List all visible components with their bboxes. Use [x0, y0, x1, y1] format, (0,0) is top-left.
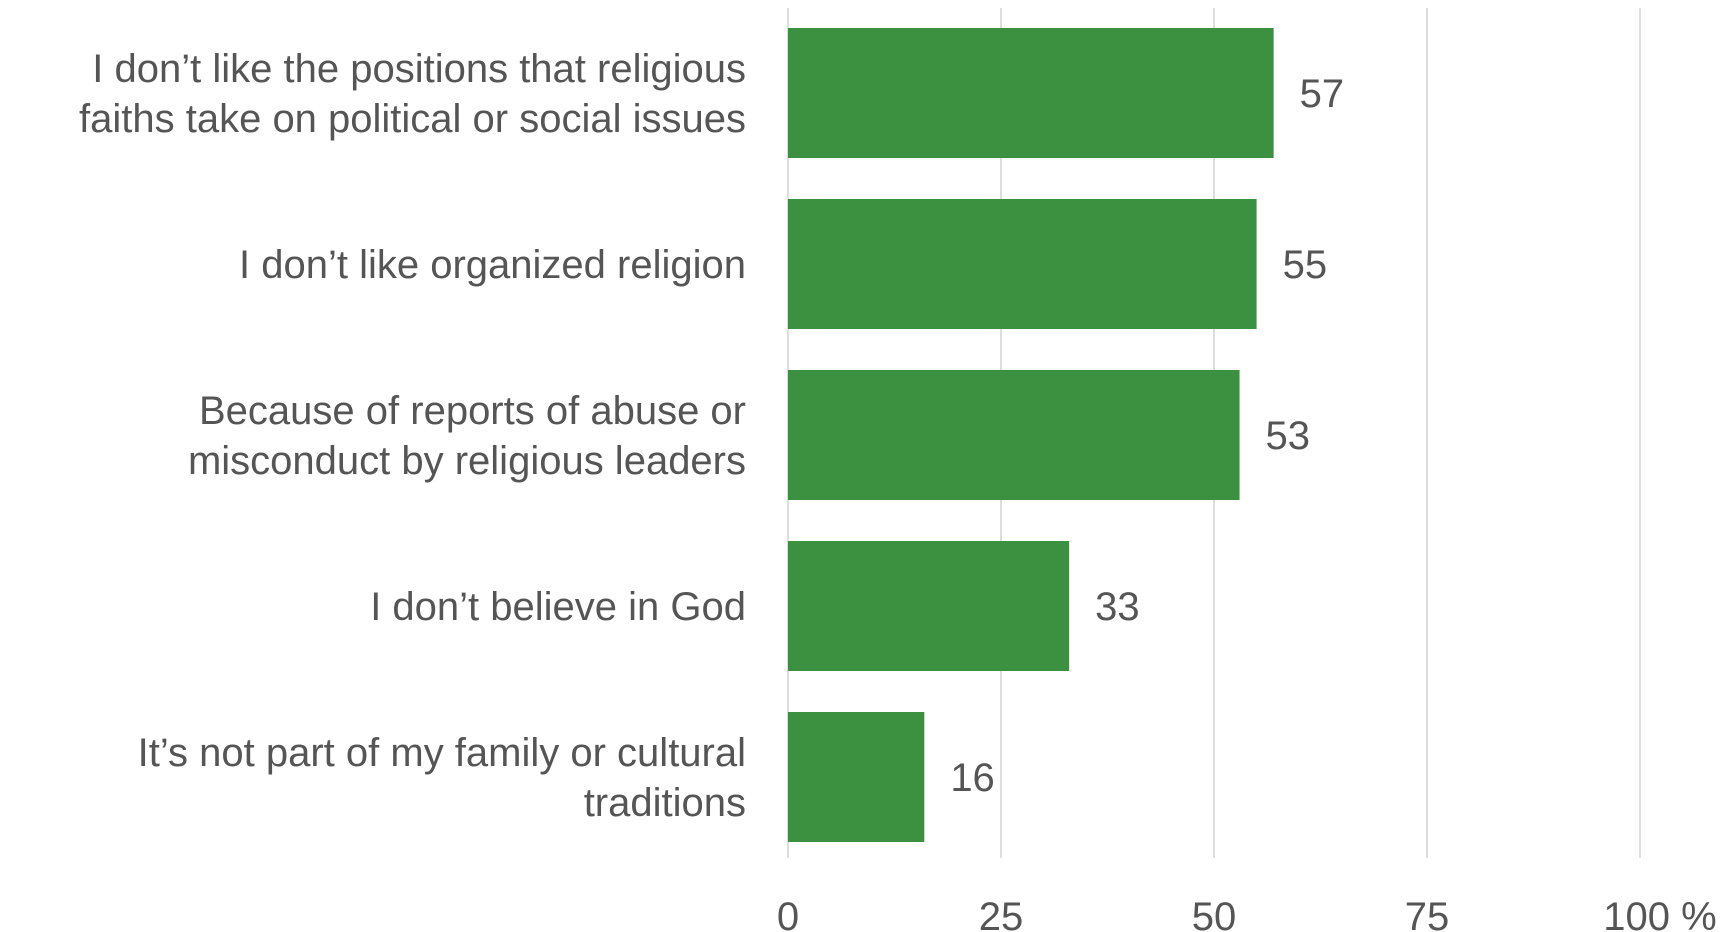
- category-label-5: It’s not part of my family or cultural tr…: [138, 731, 746, 825]
- category-label-line: I don’t like organized religion: [239, 243, 746, 287]
- value-label-5: 16: [950, 756, 995, 800]
- category-label-line: faiths take on political or social issue…: [79, 97, 746, 141]
- bar-2: [788, 199, 1257, 329]
- value-label-4: 33: [1095, 585, 1140, 629]
- x-tick-label-50: 50: [1192, 895, 1237, 932]
- bar-1: [788, 28, 1274, 158]
- category-label-2: I don’t like organized religion: [239, 243, 746, 287]
- category-label-line: I don’t like the positions that religiou…: [92, 47, 746, 91]
- category-label-line: I don’t believe in God: [370, 585, 746, 629]
- bar-3: [788, 370, 1240, 500]
- category-label-line: It’s not part of my family or cultural: [138, 731, 746, 775]
- bar-5: [788, 712, 925, 842]
- value-label-2: 55: [1283, 243, 1328, 287]
- x-tick-label-25: 25: [979, 895, 1024, 932]
- bar-layer: [788, 28, 1274, 842]
- category-label-line: misconduct by religious leaders: [188, 439, 746, 483]
- bar-4: [788, 541, 1070, 671]
- value-labels: 57 55 53 33 16: [950, 72, 1344, 800]
- category-labels: I don’t like the positions that religiou…: [79, 47, 746, 825]
- category-label-line: traditions: [584, 781, 746, 825]
- value-label-1: 57: [1300, 72, 1345, 116]
- category-label-line: Because of reports of abuse or: [199, 389, 746, 433]
- value-label-3: 53: [1266, 414, 1311, 458]
- x-tick-label-100: 100 %: [1603, 895, 1716, 932]
- category-label-1: I don’t like the positions that religiou…: [79, 47, 746, 141]
- x-axis-ticks: 0 25 50 75 100 %: [777, 895, 1717, 932]
- category-label-3: Because of reports of abuse or misconduct…: [188, 389, 746, 483]
- x-tick-label-75: 75: [1405, 895, 1450, 932]
- x-tick-label-0: 0: [777, 895, 799, 932]
- category-label-4: I don’t believe in God: [370, 585, 746, 629]
